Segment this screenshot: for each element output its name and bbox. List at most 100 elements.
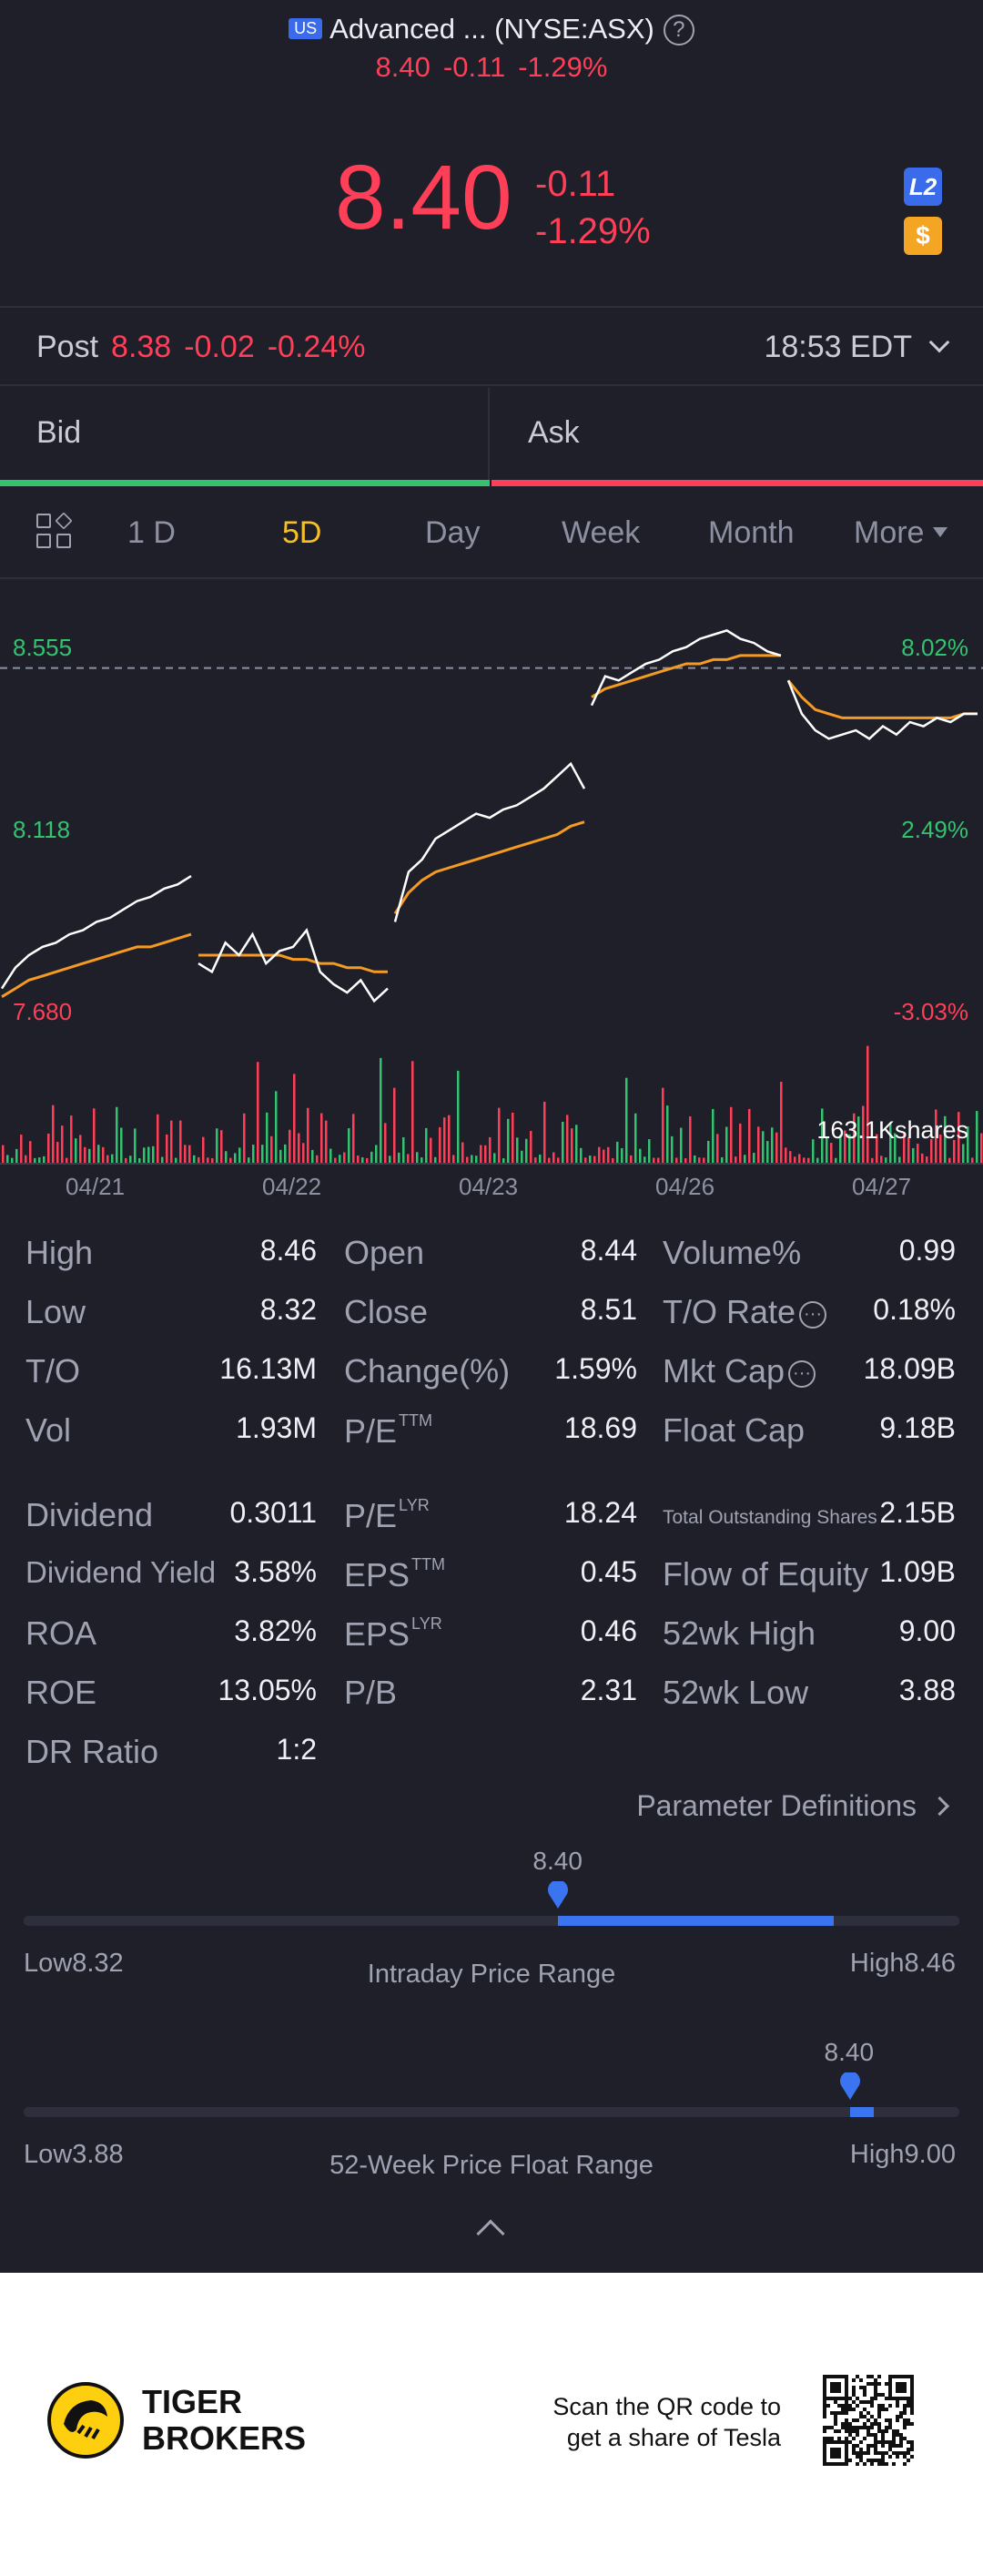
tiger-brokers-banner[interactable]: TIGER BROKERS Scan the QR code to get a … bbox=[0, 2273, 983, 2576]
avg-price-line bbox=[1, 932, 192, 998]
volume-bar bbox=[425, 1127, 428, 1164]
dollar-icon[interactable]: $ bbox=[904, 217, 942, 255]
stat-label: T/O bbox=[25, 1352, 80, 1390]
stat-value: 18.09B bbox=[863, 1352, 956, 1385]
volume-bar bbox=[434, 1156, 437, 1164]
volume-bar bbox=[398, 1152, 400, 1164]
stat-value: 9.00 bbox=[898, 1614, 956, 1647]
volume-bar bbox=[803, 1157, 806, 1164]
stat-label-with-info[interactable]: Mkt Cap ··· bbox=[663, 1352, 816, 1390]
brand-line2: BROKERS bbox=[142, 2419, 307, 2457]
stats-row: Low 8.32 Close 8.51 T/O Rate ··· 0.18% bbox=[0, 1293, 983, 1348]
help-icon[interactable]: ? bbox=[663, 15, 694, 46]
stat-label: Close bbox=[344, 1293, 429, 1330]
tab-month[interactable]: Month bbox=[708, 515, 795, 550]
qr-code-image[interactable] bbox=[823, 2375, 914, 2466]
tab-5d[interactable]: 5D bbox=[282, 515, 322, 550]
stat-value: 9.18B bbox=[879, 1411, 956, 1444]
volume-bar bbox=[480, 1145, 482, 1164]
volume-bar bbox=[543, 1101, 546, 1164]
volume-bar bbox=[375, 1145, 378, 1164]
header-change-pct: -1.29% bbox=[518, 51, 608, 83]
tab-day[interactable]: Day bbox=[425, 515, 481, 550]
volume-bar bbox=[876, 1134, 878, 1164]
grid-layout-icon[interactable] bbox=[36, 512, 75, 552]
volume-bar bbox=[298, 1133, 300, 1164]
chart-period-tabs: 1 D 5D Day Week Month More bbox=[0, 486, 983, 579]
info-icon[interactable]: ··· bbox=[799, 1301, 827, 1329]
volume-bar bbox=[748, 1108, 751, 1164]
volume-bar bbox=[698, 1157, 701, 1164]
intraday-title: Intraday Price Range bbox=[367, 1960, 616, 1989]
stat-label: Flow of Equity bbox=[663, 1555, 869, 1593]
x-tick-0423: 04/23 bbox=[459, 1173, 519, 1200]
header-change: -0.11 bbox=[442, 51, 506, 83]
volume-bar bbox=[771, 1127, 774, 1164]
volume-bar bbox=[202, 1136, 205, 1164]
volume-bar bbox=[866, 1045, 869, 1164]
stat-label: Vol bbox=[25, 1411, 72, 1449]
volume-bar bbox=[807, 1157, 810, 1164]
volume-bar bbox=[794, 1156, 796, 1164]
tab-1d[interactable]: 1 D bbox=[127, 515, 176, 550]
post-market-quote: Post 8.38 -0.02 -0.24% bbox=[36, 330, 378, 365]
volume-bar bbox=[279, 1149, 282, 1164]
y-left-tick-high: 8.555 bbox=[13, 634, 73, 661]
avg-price-line bbox=[786, 679, 978, 719]
stat-value: 1.09B bbox=[879, 1555, 956, 1588]
y-right-tick-mid: 2.49% bbox=[901, 816, 968, 843]
avg-price-line bbox=[198, 953, 388, 973]
parameter-definitions-label: Parameter Definitions bbox=[636, 1789, 917, 1822]
volume-bar bbox=[871, 1157, 874, 1164]
volume-bar bbox=[161, 1156, 164, 1164]
stat-value: 0.18% bbox=[873, 1293, 956, 1326]
volume-bar bbox=[275, 1091, 278, 1164]
price-line bbox=[0, 875, 192, 990]
volume-bar bbox=[498, 1107, 501, 1164]
volume-bar bbox=[980, 1133, 983, 1164]
stat-value: 8.32 bbox=[259, 1293, 317, 1326]
post-time-dropdown[interactable]: 18:53 EDT bbox=[764, 330, 950, 365]
price-line bbox=[393, 761, 586, 922]
volume-bar bbox=[680, 1127, 683, 1164]
volume-bar bbox=[603, 1149, 605, 1164]
tab-week[interactable]: Week bbox=[562, 515, 641, 550]
volume-bar bbox=[694, 1155, 696, 1164]
level2-icon[interactable]: L2 bbox=[904, 168, 942, 206]
ask-panel[interactable]: Ask bbox=[492, 388, 983, 486]
volume-bar bbox=[821, 1108, 824, 1164]
volume-bar bbox=[493, 1153, 496, 1164]
chevron-down-icon bbox=[928, 331, 950, 353]
post-market-row[interactable]: Post 8.38 -0.02 -0.24% 18:53 EDT bbox=[0, 306, 983, 386]
stat-label-with-info[interactable]: T/O Rate ··· bbox=[663, 1293, 827, 1331]
volume-bar bbox=[302, 1143, 305, 1164]
stat-value: 0.3011 bbox=[229, 1496, 318, 1529]
volume-bar bbox=[111, 1154, 114, 1164]
volume-bar bbox=[516, 1137, 519, 1164]
intraday-track bbox=[24, 1916, 959, 1926]
volume-bar bbox=[138, 1157, 141, 1164]
volume-bar bbox=[830, 1143, 833, 1164]
stat-label: P/B bbox=[344, 1674, 398, 1711]
volume-bar bbox=[129, 1156, 132, 1164]
stat-label: Low bbox=[25, 1293, 86, 1330]
volume-bar bbox=[143, 1147, 146, 1164]
volume-bar bbox=[252, 1145, 255, 1164]
volume-bar bbox=[261, 1145, 264, 1164]
scan-line1: Scan the QR code to bbox=[552, 2393, 781, 2420]
stat-label: Float Cap bbox=[663, 1411, 806, 1449]
stat-value: 1.93M bbox=[236, 1411, 317, 1444]
stat-label: Total Outstanding Shares bbox=[663, 1507, 877, 1528]
price-chart[interactable]: 8.555 8.118 7.680 8.02% 2.49% -3.03% 163… bbox=[0, 581, 983, 1218]
volume-bar bbox=[402, 1136, 405, 1164]
stock-title[interactable]: US Advanced ... (NYSE:ASX)? bbox=[0, 13, 983, 46]
parameter-definitions-link[interactable]: Parameter Definitions bbox=[636, 1789, 950, 1823]
volume-bar bbox=[939, 1135, 942, 1164]
tab-more[interactable]: More bbox=[854, 515, 948, 551]
price-line bbox=[198, 928, 389, 1003]
volume-bar bbox=[935, 1109, 937, 1164]
bid-panel[interactable]: Bid bbox=[0, 388, 490, 486]
collapse-chevron-up-icon[interactable] bbox=[476, 2219, 505, 2248]
stat-label: EPS TTM bbox=[344, 1555, 445, 1594]
info-icon[interactable]: ··· bbox=[788, 1360, 816, 1388]
